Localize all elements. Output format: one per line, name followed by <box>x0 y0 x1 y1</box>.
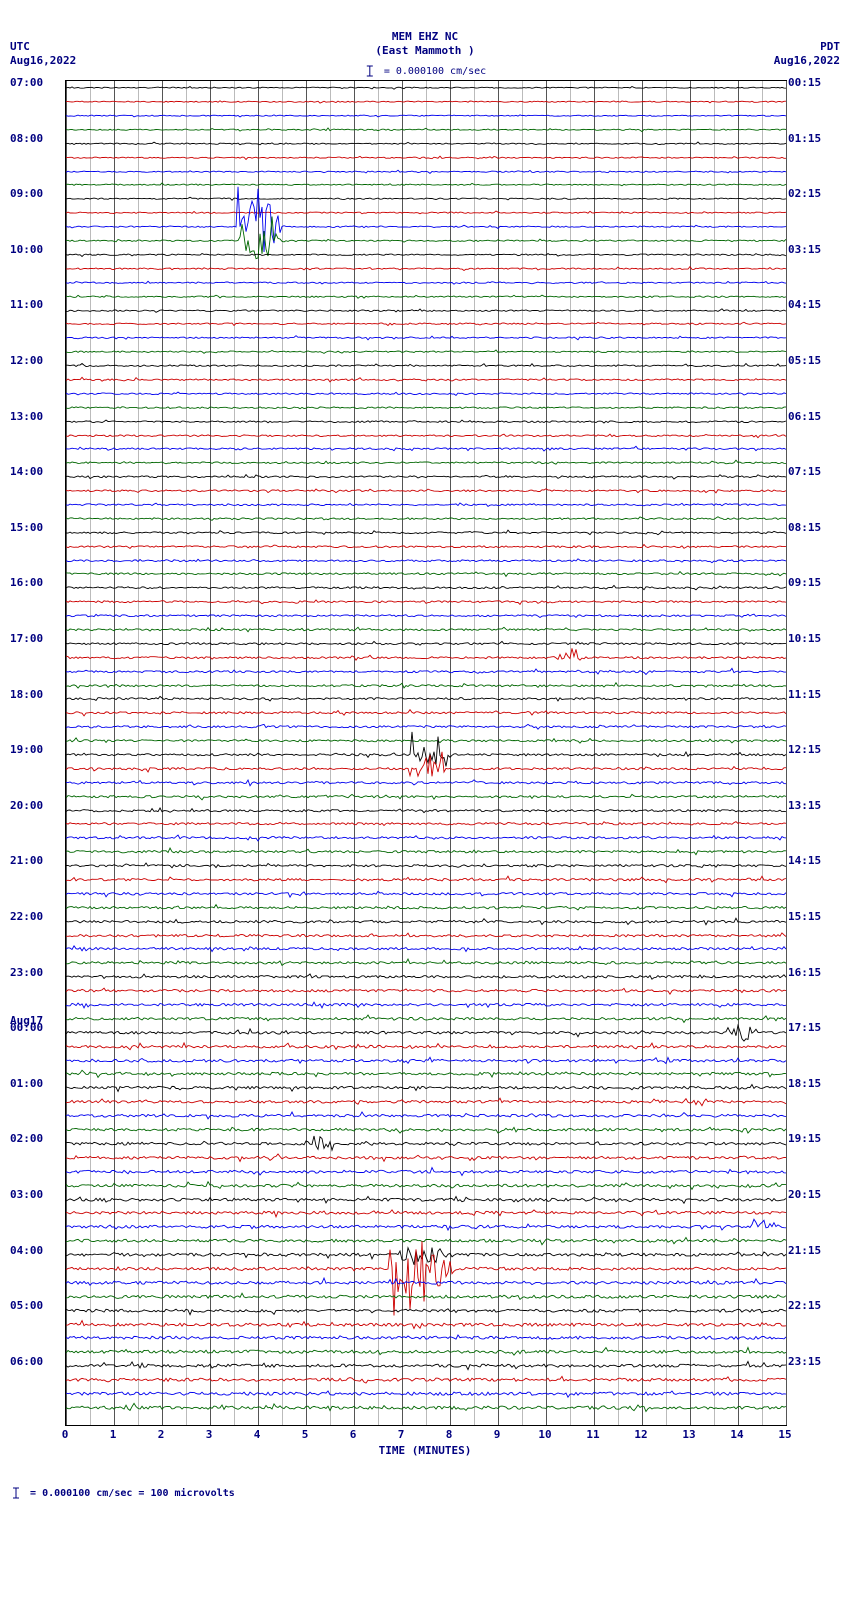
time-label: 06:15 <box>788 411 821 423</box>
time-label: 01:15 <box>788 133 821 145</box>
x-tick: 15 <box>778 1428 791 1441</box>
left-time-labels: 07:00 08:00 09:00 10:00 11:00 12:00 13:00 14:00… <box>10 80 62 1424</box>
time-label: 17:15 <box>788 1022 821 1034</box>
time-label: 04:00 <box>10 1245 43 1257</box>
time-label: 21:00 <box>10 855 43 867</box>
time-label: 22:00 <box>10 911 43 923</box>
time-label: 13:15 <box>788 800 821 812</box>
time-label: 08:15 <box>788 522 821 534</box>
time-label: 02:00 <box>10 1133 43 1145</box>
time-label: 07:15 <box>788 466 821 478</box>
seismogram-container: UTC Aug16,2022 MEM EHZ NC (East Mammoth … <box>10 10 840 1500</box>
time-label: 11:15 <box>788 689 821 701</box>
time-label: 19:00 <box>10 744 43 756</box>
time-label: 23:15 <box>788 1356 821 1368</box>
right-time-labels: 00:15 01:15 02:15 03:15 04:15 05:15 06:15 07:15… <box>788 80 840 1424</box>
x-tick: 3 <box>206 1428 213 1441</box>
x-axis: TIME (MINUTES) 0123456789101112131415 <box>65 1426 785 1466</box>
time-label: 18:15 <box>788 1078 821 1090</box>
time-label: 16:00 <box>10 577 43 589</box>
time-label: 14:00 <box>10 466 43 478</box>
time-label: 08:00 <box>10 133 43 145</box>
x-tick: 12 <box>634 1428 647 1441</box>
time-label: 04:15 <box>788 299 821 311</box>
x-tick: 8 <box>446 1428 453 1441</box>
time-label: 11:00 <box>10 299 43 311</box>
time-label: 00:15 <box>788 77 821 89</box>
time-label: 05:15 <box>788 355 821 367</box>
time-label: 05:00 <box>10 1300 43 1312</box>
footer-scale-bar-icon <box>10 1486 24 1500</box>
x-tick: 10 <box>538 1428 551 1441</box>
time-label: 09:15 <box>788 577 821 589</box>
time-label: 01:00 <box>10 1078 43 1090</box>
time-label: 03:00 <box>10 1189 43 1201</box>
time-label: 15:00 <box>10 522 43 534</box>
time-label: 19:15 <box>788 1133 821 1145</box>
time-label: 23:00 <box>10 967 43 979</box>
x-tick: 9 <box>494 1428 501 1441</box>
footer: = 0.000100 cm/sec = 100 microvolts <box>10 1486 840 1500</box>
time-label: 10:15 <box>788 633 821 645</box>
time-label: 18:00 <box>10 689 43 701</box>
time-label: 12:00 <box>10 355 43 367</box>
x-tick: 0 <box>62 1428 69 1441</box>
time-label: 09:00 <box>10 188 43 200</box>
time-label: 06:00 <box>10 1356 43 1368</box>
plot-area: 07:00 08:00 09:00 10:00 11:00 12:00 13:00 14:00… <box>10 80 840 1426</box>
time-label: 00:00 <box>10 1022 43 1034</box>
x-tick: 5 <box>302 1428 309 1441</box>
time-label: 14:15 <box>788 855 821 867</box>
trace-row <box>66 1401 786 1415</box>
time-label: 15:15 <box>788 911 821 923</box>
time-label: 02:15 <box>788 188 821 200</box>
footer-text: = 0.000100 cm/sec = 100 microvolts <box>30 1488 235 1499</box>
time-label: 20:00 <box>10 800 43 812</box>
x-tick: 1 <box>110 1428 117 1441</box>
x-tick: 14 <box>730 1428 743 1441</box>
time-label: 16:15 <box>788 967 821 979</box>
time-label: 13:00 <box>10 411 43 423</box>
time-label: 10:00 <box>10 244 43 256</box>
station-code: MEM EHZ NC <box>364 30 486 44</box>
time-label: 07:00 <box>10 77 43 89</box>
x-tick: 6 <box>350 1428 357 1441</box>
time-label: 22:15 <box>788 1300 821 1312</box>
x-tick: 13 <box>682 1428 695 1441</box>
x-tick: 2 <box>158 1428 165 1441</box>
x-axis-title: TIME (MINUTES) <box>379 1444 472 1457</box>
seismogram-plot <box>65 80 787 1426</box>
time-label: 20:15 <box>788 1189 821 1201</box>
time-label: 17:00 <box>10 633 43 645</box>
time-label: 12:15 <box>788 744 821 756</box>
x-tick: 4 <box>254 1428 261 1441</box>
time-label: 21:15 <box>788 1245 821 1257</box>
x-tick: 7 <box>398 1428 405 1441</box>
x-tick: 11 <box>586 1428 599 1441</box>
time-label: 03:15 <box>788 244 821 256</box>
